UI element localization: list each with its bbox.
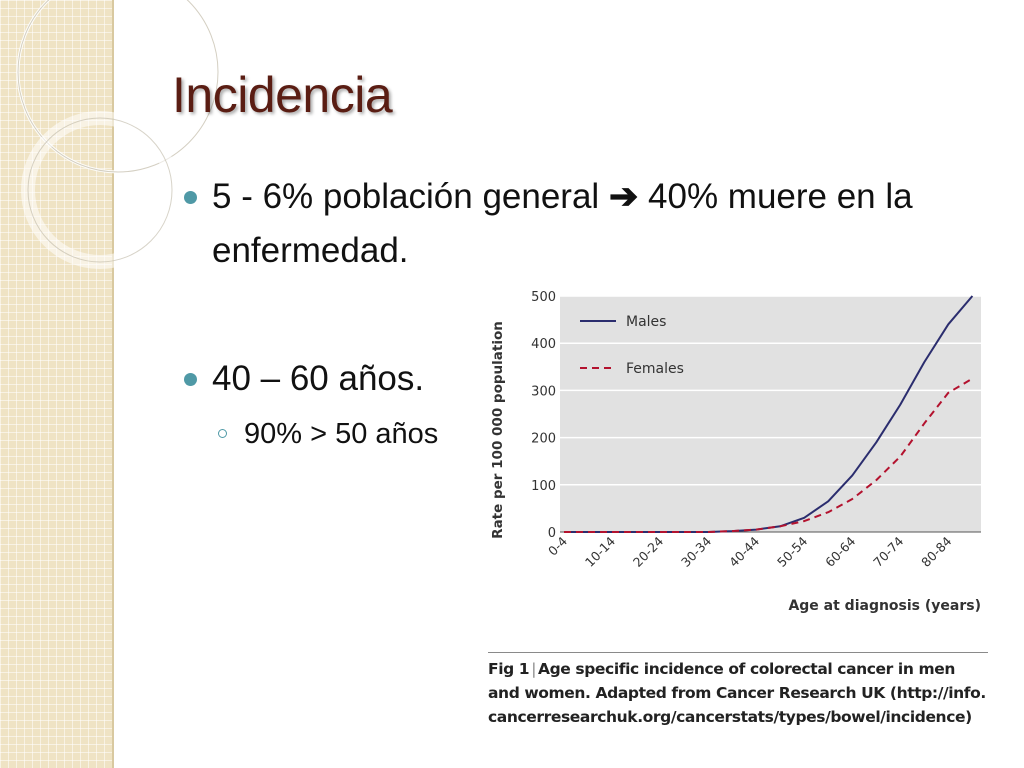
sub-bullet-text: 90% > 50 años: [244, 418, 439, 450]
legend-label-males: Males: [626, 314, 666, 330]
x-tick-label: 50-54: [774, 533, 810, 569]
series-line-females: [564, 377, 973, 533]
bullet-dot: [184, 373, 197, 386]
bullet-text: 40 – 60 años.: [212, 359, 425, 398]
figure-caption-text: Age specific incidence of colorectal can…: [488, 660, 986, 726]
x-tick-label: 10-14: [582, 533, 618, 569]
bullet-text-before: 5 - 6% población general: [212, 177, 600, 216]
slide-title: Incidencia: [172, 67, 393, 123]
legend-label-females: Females: [626, 361, 684, 377]
x-tick-label: 80-84: [918, 533, 954, 569]
y-tick-label: 400: [531, 337, 556, 352]
y-axis-label: Rate per 100 000 population: [490, 321, 506, 539]
plot-background: [560, 296, 981, 532]
bullet-dot: [184, 191, 197, 204]
sub-bullet-ring: [218, 429, 227, 438]
y-tick-label: 500: [531, 290, 556, 305]
bullet-age-range: 40 – 60 años.: [180, 352, 424, 406]
x-tick-label: 60-64: [822, 533, 858, 569]
sub-bullet-over-50: 90% > 50 años: [216, 414, 438, 454]
y-tick-label: 300: [531, 384, 556, 399]
bullet-text-after: 40% muere en la enfermedad.: [212, 177, 913, 270]
figure-caption: Fig 1 | Age specific incidence of colorect…: [488, 652, 988, 729]
x-tick-label: 30-34: [678, 533, 714, 569]
y-tick-label: 200: [531, 432, 556, 447]
x-tick-label: 20-24: [630, 533, 666, 569]
x-axis-label: Age at diagnosis (years): [788, 598, 981, 614]
x-tick-label: 40-44: [726, 533, 762, 569]
chart-figure: 0 100 200 300 400 500 0-4 10-14 20-24 30-34 40-44 5…: [484, 262, 996, 742]
decorative-circles: [16, 0, 220, 269]
figure-caption-label: Fig 1: [488, 660, 530, 678]
x-tick-label: 70-74: [870, 533, 906, 569]
caption-separator: |: [531, 660, 537, 678]
bullet-incidence: 5 - 6% población general ➔ 40% muere en …: [180, 170, 992, 278]
y-tick-label: 100: [531, 479, 556, 494]
arrow-right-icon: ➔: [608, 177, 639, 216]
y-tick-label: 0: [548, 526, 556, 541]
